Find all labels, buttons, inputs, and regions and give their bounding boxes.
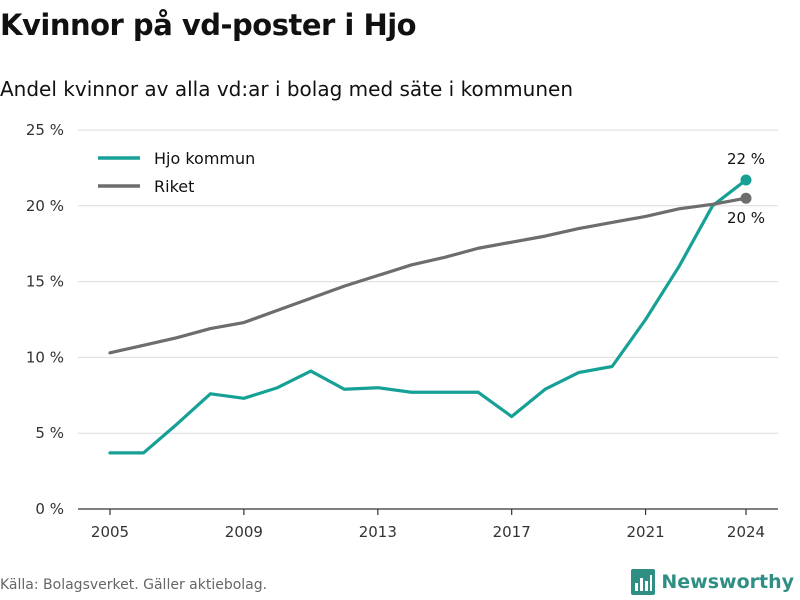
x-tick-label: 2024 — [727, 523, 765, 541]
legend-label: Riket — [154, 177, 194, 196]
y-tick-label: 0 % — [35, 500, 64, 518]
y-tick-label: 15 % — [26, 273, 64, 291]
series-end-marker — [740, 174, 752, 186]
brand-logo: Newsworthy — [631, 569, 794, 595]
series-end-marker — [740, 192, 752, 204]
series-line-riket — [108, 196, 748, 355]
y-tick-label: 25 % — [26, 121, 64, 139]
x-tick-label: 2013 — [359, 523, 397, 541]
x-tick-label: 2017 — [493, 523, 531, 541]
x-tick-label: 2021 — [626, 523, 664, 541]
series-line-hjo — [108, 178, 748, 455]
source-note: Källa: Bolagsverket. Gäller aktiebolag. — [0, 577, 268, 593]
y-tick-label: 10 % — [26, 348, 64, 366]
data-label: 20 % — [727, 209, 765, 227]
y-tick-label: 5 % — [35, 424, 64, 442]
data-label: 22 % — [727, 150, 765, 168]
x-tick-label: 2005 — [91, 523, 129, 541]
chart-subtitle: Andel kvinnor av alla vd:ar i bolag med … — [0, 77, 573, 101]
y-tick-label: 20 % — [26, 197, 64, 215]
newsworthy-logo-icon — [631, 569, 656, 595]
brand-name: Newsworthy — [661, 571, 794, 593]
x-tick-label: 2009 — [225, 523, 263, 541]
chart-title: Kvinnor på vd-poster i Hjo — [0, 8, 417, 42]
legend-label: Hjo kommun — [154, 149, 255, 168]
line-chart: 0 % 5 % 10 % 15 % 20 % 25 % 2005 2009 2013 2017 20… — [26, 121, 778, 541]
